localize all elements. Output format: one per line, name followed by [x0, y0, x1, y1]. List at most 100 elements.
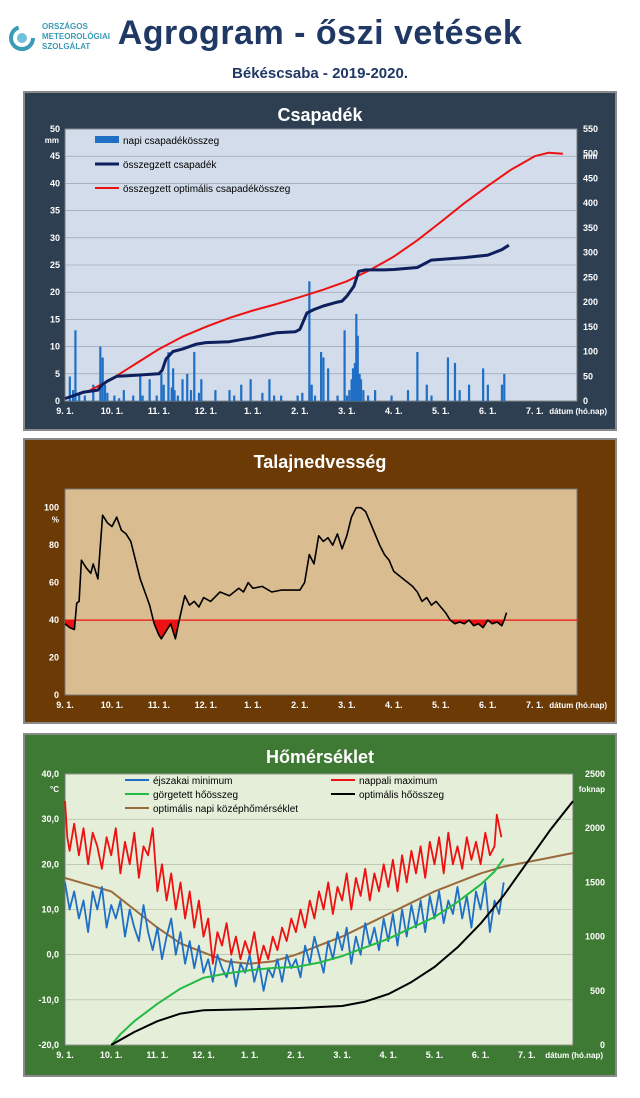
y-right-tick-label: 550: [583, 124, 598, 134]
precip-bar: [453, 362, 457, 401]
y-right-tick-label: 0: [583, 396, 588, 406]
y-tick-label: 20: [49, 653, 59, 663]
y-left-tick-label: -20,0: [38, 1040, 59, 1050]
y-right-tick-label: 200: [583, 297, 598, 307]
precip-bar: [68, 376, 71, 401]
precip-bar: [343, 330, 346, 401]
x-tick-label: 12. 1.: [195, 406, 218, 416]
x-tick-label: 9. 1.: [56, 700, 74, 710]
precip-bar: [467, 384, 471, 401]
precip-bar: [280, 395, 283, 401]
legend-label: éjszakai minimum: [153, 776, 232, 787]
x-tick-label: 2. 1.: [291, 700, 309, 710]
soil-moisture-line: [64, 506, 508, 640]
y-right-tick-label: 50: [583, 371, 593, 381]
precip-bar: [118, 398, 121, 401]
temperature-panel: Hőmérséklet -20,0 -10,0 0,0 10,0 20,0 30,0 40,0…: [23, 733, 617, 1077]
y-right-tick-label: 150: [583, 322, 598, 332]
precip-bar: [336, 395, 339, 401]
x-tick-label: 7. 1.: [518, 1050, 536, 1060]
precip-bar: [233, 395, 236, 401]
x-tick-label: 3. 1.: [338, 700, 356, 710]
legend-label: napi csapadékösszeg: [123, 136, 219, 147]
deficit-area: [65, 620, 76, 630]
x-tick-label: 2. 1.: [287, 1050, 305, 1060]
precip-bar: [200, 379, 203, 401]
y-right-tick-label: 1500: [585, 877, 605, 887]
y-left-unit: °C: [50, 785, 59, 794]
y-right-tick-label: 2500: [585, 769, 605, 779]
precip-bar: [353, 362, 357, 401]
precip-bar: [482, 368, 485, 401]
y-right-tick-label: 100: [583, 347, 598, 357]
precip-bar: [261, 392, 264, 401]
precip-bar: [78, 392, 81, 401]
precip-bar: [186, 373, 189, 401]
precip-bar: [170, 387, 173, 401]
precip-bar: [322, 357, 325, 401]
y-left-tick-label: 40: [50, 178, 60, 188]
x-tick-label: 4. 1.: [385, 406, 403, 416]
y-left-tick-label: 25: [50, 260, 60, 270]
x-tick-label: 7. 1.: [526, 700, 544, 710]
precip-bar: [359, 379, 363, 401]
x-tick-label: 1. 1.: [244, 406, 262, 416]
y-right-unit: foknap: [579, 785, 605, 794]
x-axis-label: dátum (hó.nap): [549, 407, 607, 416]
y-left-tick-label: 10: [50, 342, 60, 352]
y-unit: %: [52, 516, 59, 525]
precip-bar: [92, 384, 95, 401]
y-right-tick-label: 250: [583, 272, 598, 282]
x-tick-label: 5. 1.: [426, 1050, 444, 1060]
x-tick-label: 4. 1.: [380, 1050, 398, 1060]
y-left-tick-label: 10,0: [41, 905, 59, 915]
legend-label: görgetett hőösszeg: [153, 790, 238, 801]
precip-bar: [458, 390, 461, 401]
y-left-tick-label: 0: [55, 396, 60, 406]
precip-bar: [228, 390, 231, 401]
precip-bar: [374, 390, 377, 401]
y-right-tick-label: 500: [590, 986, 605, 996]
precip-bar: [425, 384, 428, 401]
precip-bar: [249, 379, 252, 401]
page-title: Agrogram - őszi vetések: [117, 14, 523, 52]
deficit-area: [469, 620, 488, 628]
logo-line-3: SZOLGÁLAT: [42, 42, 91, 51]
x-tick-label: 1. 1.: [244, 700, 262, 710]
x-tick-label: 10. 1.: [101, 700, 124, 710]
precip-bar: [173, 390, 176, 401]
precip-bar: [416, 352, 419, 401]
precip-bar: [351, 368, 355, 401]
x-tick-label: 11. 1.: [148, 700, 170, 710]
precip-bar: [148, 379, 151, 401]
y-left-tick-label: 45: [50, 151, 60, 161]
precip-bar: [122, 390, 125, 401]
precip-bar: [176, 395, 179, 401]
x-tick-label: 7. 1.: [526, 406, 544, 416]
y-tick-label: 60: [49, 578, 59, 588]
x-tick-label: 2. 1.: [291, 406, 309, 416]
y-left-tick-label: 40,0: [41, 769, 59, 779]
precip-bar: [486, 384, 489, 401]
y-left-tick-label: 15: [50, 314, 60, 324]
y-left-unit: mm: [45, 136, 59, 145]
x-tick-label: 4. 1.: [385, 700, 403, 710]
x-tick-label: 3. 1.: [338, 406, 356, 416]
legend-label: optimális napi középhőmérséklet: [153, 804, 298, 815]
precip-bar: [83, 395, 86, 401]
precip-bar: [362, 390, 365, 401]
y-right-tick-label: 500: [583, 149, 598, 159]
precipitation-panel: Csapadék 0 5 10 15 20 25 30 35 40 45 50 0 50 100 150 200…: [23, 91, 617, 431]
precip-bar: [155, 395, 158, 401]
precip-bar: [430, 395, 433, 401]
precip-bar: [503, 373, 506, 401]
day-maximum-line: [64, 801, 503, 965]
precip-bar: [310, 384, 313, 401]
y-right-tick-label: 350: [583, 223, 598, 233]
optimal-cumulative-precip-line: [64, 151, 563, 400]
x-tick-label: 3. 1.: [333, 1050, 351, 1060]
soil-moisture-panel: Talajnedvesség 0 20 40 60 80 100% 9. 1. 10. 1. 11…: [23, 438, 617, 724]
x-axis-label: dátum (hó.nap): [545, 1051, 603, 1060]
precip-bar: [106, 392, 109, 401]
y-left-tick-label: 20,0: [41, 859, 59, 869]
